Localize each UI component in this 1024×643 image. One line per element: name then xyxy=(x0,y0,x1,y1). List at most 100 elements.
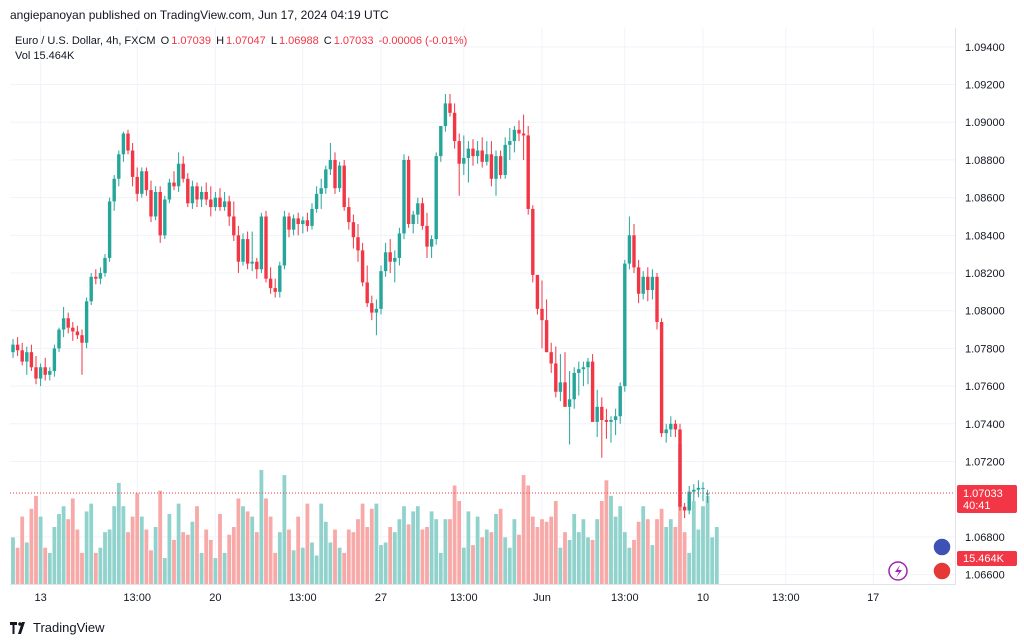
candle-body xyxy=(84,301,89,343)
volume-bar xyxy=(668,519,673,584)
candle-body xyxy=(659,322,664,434)
volume-bar xyxy=(406,524,411,584)
candle-body xyxy=(563,382,567,407)
candle-body xyxy=(687,491,691,511)
volume-bar xyxy=(659,508,664,584)
eu-flag-icon xyxy=(932,537,952,557)
candle-body xyxy=(641,276,645,294)
volume-bar xyxy=(66,519,71,584)
candle-body xyxy=(195,186,199,200)
volume-bar xyxy=(305,503,310,584)
candle-body xyxy=(75,331,80,336)
volume-bar xyxy=(425,526,429,584)
volume-bar xyxy=(397,519,402,584)
candle-body xyxy=(209,199,213,208)
candle-body xyxy=(517,129,521,134)
close-value: 1.07033 xyxy=(333,35,374,47)
volume-bar xyxy=(89,503,94,584)
candle-body xyxy=(163,199,167,236)
volume-bar xyxy=(84,511,89,584)
x-tick-label: 13 xyxy=(34,592,46,604)
candle-body xyxy=(480,150,484,162)
volume-bar xyxy=(636,521,641,584)
candle-body xyxy=(646,276,650,290)
grid-lines xyxy=(10,28,955,584)
candle-body xyxy=(241,239,245,262)
y-tick-label: 1.07200 xyxy=(965,456,1005,468)
volume-bar xyxy=(645,519,650,584)
candle-body xyxy=(609,420,613,422)
candle-body xyxy=(250,261,254,264)
candle-body xyxy=(673,423,678,430)
y-tick-label: 1.08000 xyxy=(965,306,1005,318)
candle-body xyxy=(397,233,402,258)
candle-body xyxy=(186,178,190,204)
volume-bar xyxy=(613,516,618,584)
candle-body xyxy=(411,214,415,225)
candle-body xyxy=(112,178,116,202)
candle-body xyxy=(11,344,15,353)
candle-body xyxy=(333,159,337,189)
candle-body xyxy=(94,276,98,279)
volume-bar xyxy=(24,542,29,584)
candle-body xyxy=(167,182,172,200)
volume-bar xyxy=(98,547,103,584)
footer-brand[interactable]: TradingView xyxy=(10,620,105,635)
candle-body xyxy=(328,159,333,170)
volume-bar xyxy=(535,526,540,584)
chart-area[interactable]: 1.09400 1.09200 1.09000 1.08800 1.08600 1.084… xyxy=(10,28,1017,604)
volume-bar xyxy=(190,521,195,584)
candle-body xyxy=(245,239,250,264)
candlesticks xyxy=(11,93,710,519)
candle-body xyxy=(402,159,406,234)
candle-body xyxy=(429,239,434,247)
candle-body xyxy=(508,141,512,145)
volume-bar xyxy=(714,526,719,584)
candle-body xyxy=(71,327,75,332)
volume-bar xyxy=(61,506,66,584)
countdown-text: 40:41 xyxy=(963,500,991,512)
candle-body xyxy=(172,182,176,187)
volume-bar xyxy=(323,521,328,584)
volume-bar xyxy=(47,552,52,584)
candle-body xyxy=(696,487,701,490)
volume-bar xyxy=(507,547,512,584)
high-label: H xyxy=(216,35,225,47)
volume-bar xyxy=(291,550,296,584)
candle-body xyxy=(416,203,420,215)
volume-bar xyxy=(365,526,370,584)
candle-body xyxy=(692,489,696,492)
volume-bar xyxy=(52,526,57,584)
volume-bar xyxy=(314,555,319,584)
volume-bar xyxy=(38,516,43,584)
candle-body xyxy=(204,191,208,200)
chart-svg[interactable]: 1.09400 1.09200 1.09000 1.08800 1.08600 1.084… xyxy=(0,0,1017,604)
volume-bars xyxy=(11,444,719,584)
candle-body xyxy=(80,335,84,343)
candle-body xyxy=(600,406,604,421)
volume-bar xyxy=(319,503,324,584)
candle-body xyxy=(595,406,599,422)
candle-body xyxy=(705,493,710,495)
candle-body xyxy=(535,274,540,309)
volume-bar xyxy=(641,506,646,584)
volume-bar xyxy=(627,547,632,584)
candle-body xyxy=(586,361,590,368)
volume-bar xyxy=(80,552,84,584)
candle-body xyxy=(577,369,581,373)
time-axis[interactable]: 13 13:00 20 13:00 27 13:00 Jun 13:00 10 13:00 17 xyxy=(34,592,879,604)
volume-bar xyxy=(558,547,563,584)
volume-bar xyxy=(231,526,236,584)
candle-body xyxy=(20,350,24,362)
volume-bar xyxy=(664,526,669,584)
volume-bar xyxy=(512,519,517,584)
x-tick-label: 13:00 xyxy=(289,592,317,604)
price-axis[interactable]: 1.09400 1.09200 1.09000 1.08800 1.08600 1.084… xyxy=(965,42,1005,582)
candle-body xyxy=(61,318,66,330)
candle-body xyxy=(158,191,162,236)
volume-bar xyxy=(475,516,480,584)
candle-body xyxy=(38,367,43,379)
volume-bar xyxy=(333,529,337,584)
